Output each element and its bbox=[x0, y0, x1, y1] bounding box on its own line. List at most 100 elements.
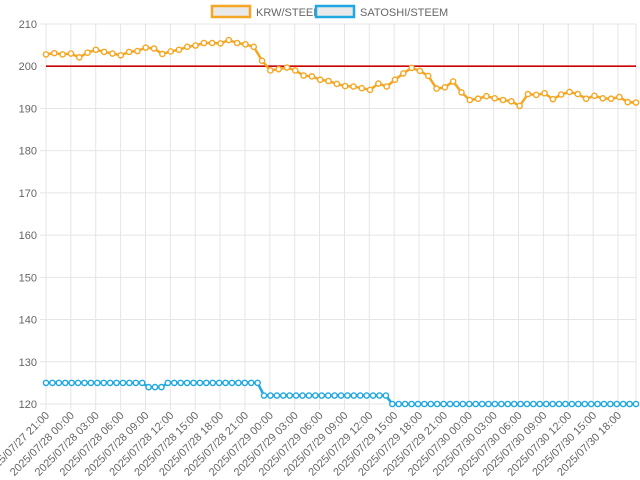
data-point bbox=[113, 379, 120, 387]
data-point bbox=[366, 86, 374, 94]
data-point bbox=[599, 95, 607, 102]
data-point bbox=[324, 392, 332, 399]
data-point bbox=[308, 73, 316, 80]
data-point bbox=[369, 392, 377, 399]
data-point bbox=[433, 400, 441, 408]
data-point bbox=[568, 400, 576, 408]
y-tick-label: 160 bbox=[19, 230, 37, 242]
data-point bbox=[138, 379, 146, 387]
data-point bbox=[594, 400, 601, 408]
data-point bbox=[424, 72, 432, 80]
data-point bbox=[574, 90, 582, 98]
data-point bbox=[504, 400, 512, 408]
data-point bbox=[183, 43, 191, 51]
data-point bbox=[215, 379, 223, 387]
data-point bbox=[562, 400, 569, 408]
data-point bbox=[453, 400, 460, 408]
grid bbox=[40, 23, 637, 410]
data-point bbox=[158, 383, 165, 391]
data-point bbox=[491, 95, 499, 102]
data-point bbox=[145, 383, 152, 391]
y-tick-label: 130 bbox=[19, 357, 37, 369]
data-point bbox=[286, 392, 293, 399]
data-point bbox=[523, 400, 531, 408]
data-point bbox=[549, 95, 557, 103]
data-point bbox=[472, 400, 479, 408]
data-point bbox=[613, 400, 621, 408]
data-point bbox=[235, 379, 242, 387]
data-point bbox=[100, 48, 108, 56]
data-point bbox=[530, 400, 537, 408]
data-point bbox=[273, 392, 281, 399]
data-point bbox=[299, 392, 306, 399]
data-point bbox=[258, 57, 266, 65]
data-point bbox=[466, 96, 474, 104]
data-point bbox=[84, 49, 91, 57]
data-point bbox=[350, 83, 357, 90]
data-point bbox=[164, 379, 172, 387]
data-point bbox=[283, 64, 291, 71]
data-point bbox=[555, 400, 563, 408]
data-point bbox=[196, 379, 204, 387]
data-point bbox=[433, 85, 440, 92]
data-point bbox=[106, 379, 114, 387]
data-point bbox=[67, 50, 75, 57]
data-point bbox=[363, 392, 370, 399]
data-point bbox=[159, 50, 166, 58]
data-point bbox=[333, 80, 341, 88]
data-point bbox=[242, 40, 249, 48]
data-point bbox=[59, 51, 66, 58]
data-point bbox=[440, 400, 447, 408]
data-point bbox=[233, 39, 241, 47]
data-point bbox=[389, 400, 396, 408]
data-point bbox=[225, 36, 233, 44]
data-point bbox=[485, 400, 492, 408]
data-point bbox=[350, 392, 358, 399]
data-point bbox=[344, 392, 351, 399]
data-point bbox=[300, 72, 307, 79]
data-point bbox=[305, 392, 313, 399]
data-point bbox=[449, 78, 457, 85]
data-point bbox=[616, 93, 623, 101]
data-point bbox=[382, 392, 390, 399]
data-point bbox=[190, 379, 197, 387]
data-point bbox=[356, 392, 364, 399]
data-point bbox=[292, 392, 300, 399]
data-point bbox=[267, 392, 274, 399]
legend-swatch bbox=[210, 4, 252, 19]
data-point bbox=[395, 400, 403, 408]
data-point bbox=[414, 400, 422, 408]
data-point bbox=[49, 379, 56, 387]
data-point bbox=[401, 400, 409, 408]
data-point bbox=[177, 379, 184, 387]
data-point bbox=[94, 379, 101, 387]
data-point bbox=[109, 50, 116, 57]
data-point bbox=[408, 64, 415, 72]
data-point bbox=[74, 379, 82, 387]
data-point bbox=[68, 379, 75, 387]
data-point bbox=[318, 392, 326, 399]
data-point bbox=[624, 98, 631, 106]
data-point bbox=[574, 400, 582, 408]
data-point bbox=[517, 400, 524, 408]
data-point bbox=[549, 400, 556, 408]
data-point bbox=[557, 91, 565, 98]
data-point bbox=[291, 67, 299, 74]
data-point bbox=[247, 379, 255, 387]
data-point bbox=[532, 91, 540, 99]
data-point bbox=[581, 400, 588, 408]
data-point bbox=[416, 67, 424, 75]
series-layer bbox=[42, 36, 640, 408]
data-point bbox=[337, 392, 345, 399]
y-tick-label: 170 bbox=[19, 188, 37, 200]
data-point bbox=[228, 379, 236, 387]
y-tick-label: 200 bbox=[19, 61, 37, 73]
data-point bbox=[408, 400, 415, 408]
data-point bbox=[61, 379, 69, 387]
y-axis: 120 130 140 150 160 170 180 190 200 210 bbox=[19, 19, 37, 411]
data-point bbox=[126, 379, 133, 387]
data-point bbox=[42, 379, 50, 387]
data-point bbox=[498, 400, 505, 408]
data-point bbox=[260, 392, 268, 399]
